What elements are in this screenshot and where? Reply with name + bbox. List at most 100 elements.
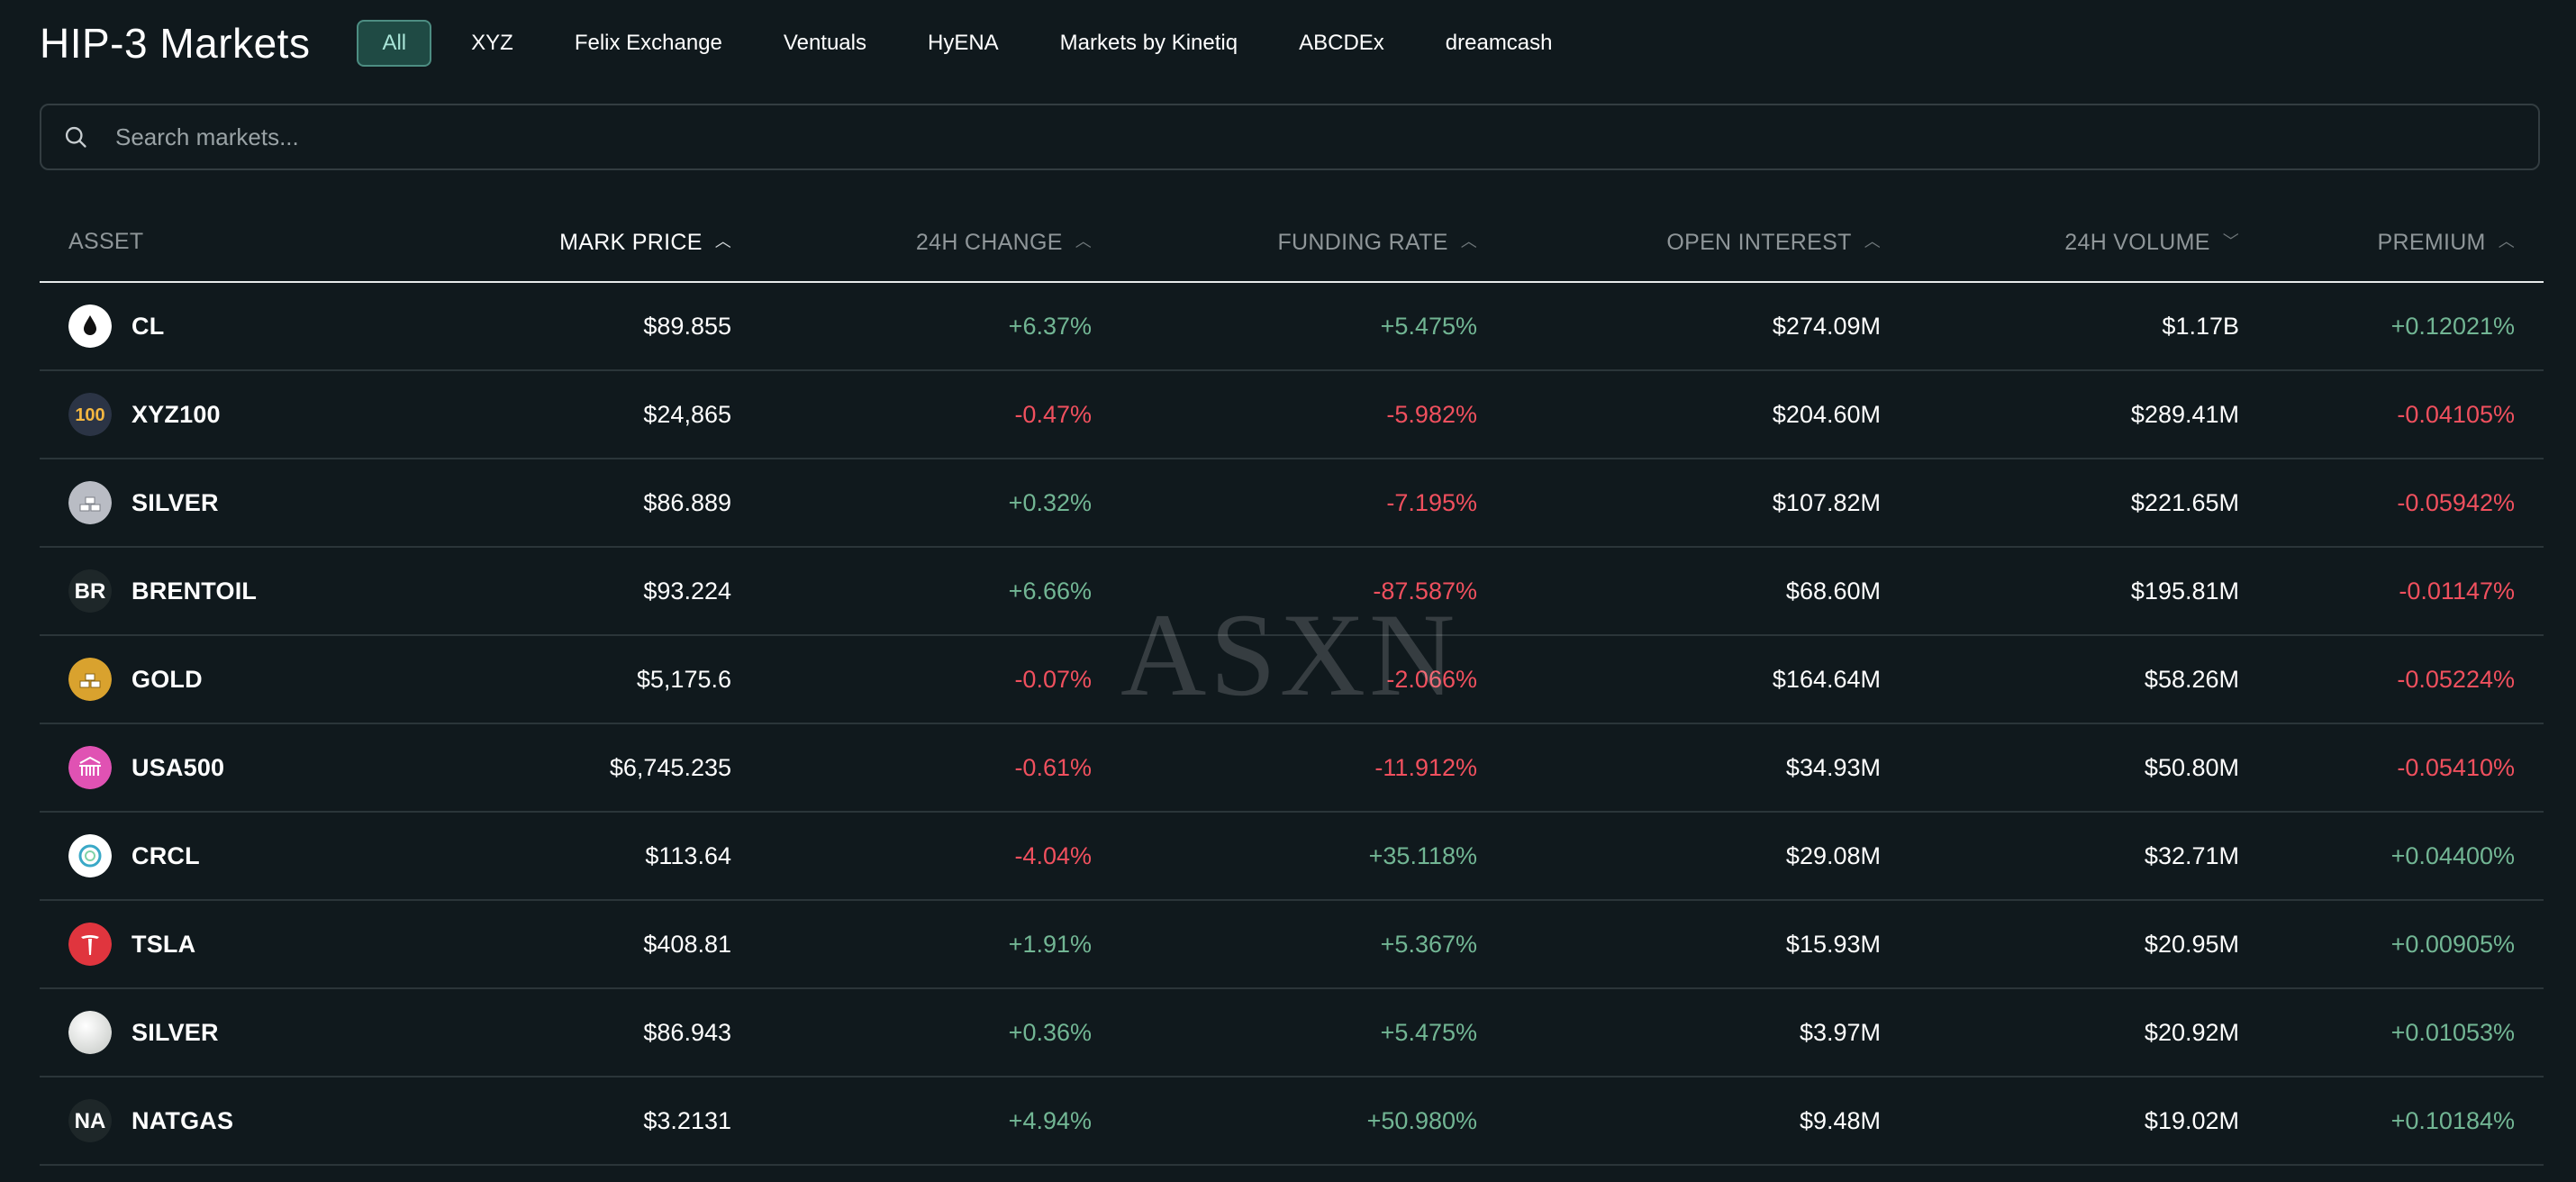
asset-cell: CRCL [68, 813, 200, 899]
open-interest-cell: $34.93M [1785, 754, 1881, 781]
asset-icon-text: NA [75, 1109, 106, 1133]
market-filter-tabs: All XYZ Felix Exchange Ventuals HyENA Ma… [357, 20, 1583, 67]
change-24h-cell: -0.07% [1014, 666, 1092, 693]
column-header-premium[interactable]: PREMIUM ︿ [2378, 207, 2515, 281]
asset-icon-text: 100 [75, 405, 104, 425]
open-interest-cell: $164.64M [1772, 666, 1881, 693]
table-row[interactable]: CL $89.855 +6.37% +5.475% $274.09M $1.17B +0.1… [40, 283, 2544, 371]
open-interest-cell: $274.09M [1772, 313, 1881, 340]
premium-cell: +0.12021% [2390, 313, 2515, 340]
premium-cell: -0.05224% [2397, 666, 2515, 693]
asset-cell: SILVER [68, 989, 219, 1076]
asset-name: BRENTOIL [132, 577, 258, 605]
open-interest-cell: $68.60M [1785, 577, 1881, 605]
markets-table: ASSET MARK PRICE ︿ 24H CHANGE ︿ FUNDING RA… [40, 207, 2544, 1166]
asset-cell: SILVER [68, 459, 219, 546]
mark-price-cell: $3.2131 [643, 1107, 731, 1134]
asset-name: NATGAS [132, 1107, 234, 1134]
filter-tab-abcdex[interactable]: ABCDEx [1299, 31, 1384, 55]
table-row[interactable]: CRCL $113.64 -4.04% +35.118% $29.08M $32.71M +… [40, 813, 2544, 901]
filter-tab-xyz[interactable]: XYZ [471, 31, 513, 55]
premium-cell: +0.00905% [2390, 931, 2515, 958]
filter-tab-ventuals[interactable]: Ventuals [783, 31, 866, 55]
change-24h-cell: +0.32% [1008, 489, 1092, 516]
crcl-icon [68, 834, 112, 877]
column-header-label: MARK PRICE [559, 230, 703, 255]
silver-bars-icon [68, 481, 112, 524]
table-row[interactable]: TSLA $408.81 +1.91% +5.367% $15.93M $20.95M +0… [40, 901, 2544, 989]
premium-cell: -0.01147% [2399, 577, 2515, 605]
table-row[interactable]: USA500 $6,745.235 -0.61% -11.912% $34.93M $50… [40, 724, 2544, 813]
filter-tab-felix-exchange[interactable]: Felix Exchange [574, 31, 722, 55]
volume-24h-cell: $19.02M [2144, 1107, 2239, 1134]
volume-24h-cell: $58.26M [2144, 666, 2239, 693]
column-header-asset[interactable]: ASSET [68, 207, 143, 281]
mark-price-cell: $86.943 [643, 1019, 731, 1046]
asset-name: USA500 [132, 754, 225, 781]
funding-rate-cell: -87.587% [1373, 577, 1477, 605]
column-header-open-interest[interactable]: OPEN INTEREST ︿ [1666, 207, 1881, 281]
volume-24h-cell: $1.17B [2162, 313, 2239, 340]
premium-cell: -0.05942% [2397, 489, 2515, 516]
mark-price-cell: $24,865 [643, 401, 731, 428]
column-header-funding-rate[interactable]: FUNDING RATE ︿ [1277, 207, 1477, 281]
open-interest-cell: $15.93M [1785, 931, 1881, 958]
table-row[interactable]: SILVER $86.889 +0.32% -7.195% $107.82M $221.6… [40, 459, 2544, 548]
funding-rate-cell: -7.195% [1386, 489, 1477, 516]
asset-cell: USA500 [68, 724, 224, 811]
volume-24h-cell: $195.81M [2130, 577, 2239, 605]
column-header-24h-volume[interactable]: 24H VOLUME ﹀ [2064, 207, 2239, 281]
sort-arrow-down-icon: ﹀ [2222, 232, 2239, 250]
change-24h-cell: -4.04% [1014, 842, 1092, 869]
table-row[interactable]: SILVER $86.943 +0.36% +5.475% $3.97M $20.92M +… [40, 989, 2544, 1077]
filter-tab-all[interactable]: All [357, 20, 432, 67]
asset-name: SILVER [132, 1019, 219, 1046]
xyz100-icon: 100 [68, 393, 112, 436]
asset-name: CRCL [132, 842, 200, 869]
asset-name: CL [132, 313, 165, 340]
column-header-24h-change[interactable]: 24H CHANGE ︿ [916, 207, 1092, 281]
change-24h-cell: +6.66% [1008, 577, 1092, 605]
table-row[interactable]: NA NATGAS $3.2131 +4.94% +50.980% $9.48M $19.0… [40, 1077, 2544, 1166]
table-row[interactable]: BR BRENTOIL $93.224 +6.66% -87.587% $68.60M $1… [40, 548, 2544, 636]
filter-tab-markets-by-kinetiq[interactable]: Markets by Kinetiq [1059, 31, 1238, 55]
search-bar [40, 104, 2540, 170]
change-24h-cell: +1.91% [1008, 931, 1092, 958]
mark-price-cell: $86.889 [643, 489, 731, 516]
table-header: ASSET MARK PRICE ︿ 24H CHANGE ︿ FUNDING RA… [40, 207, 2544, 283]
column-header-label: FUNDING RATE [1277, 230, 1448, 255]
premium-cell: +0.04400% [2390, 842, 2515, 869]
open-interest-cell: $9.48M [1799, 1107, 1881, 1134]
asset-name: XYZ100 [132, 401, 221, 428]
page-header: HIP-3 Markets All XYZ Felix Exchange Ven… [40, 18, 1583, 68]
table-row[interactable]: 100 XYZ100 $24,865 -0.47% -5.982% $204.60M $28… [40, 371, 2544, 459]
premium-cell: +0.01053% [2390, 1019, 2515, 1046]
open-interest-cell: $29.08M [1785, 842, 1881, 869]
mark-price-cell: $89.855 [643, 313, 731, 340]
asset-cell: GOLD [68, 636, 203, 723]
search-input[interactable] [113, 109, 2538, 165]
tesla-icon [68, 923, 112, 966]
asset-icon-text: BR [75, 579, 106, 604]
asset-cell: NA NATGAS [68, 1077, 233, 1164]
page-title: HIP-3 Markets [40, 20, 311, 67]
change-24h-cell: -0.47% [1014, 401, 1092, 428]
column-header-mark-price[interactable]: MARK PRICE ︿ [559, 207, 731, 281]
silver-coin-icon [68, 1011, 112, 1054]
open-interest-cell: $204.60M [1772, 401, 1881, 428]
asset-cell: CL [68, 283, 164, 369]
filter-tab-dreamcash[interactable]: dreamcash [1445, 31, 1553, 55]
volume-24h-cell: $50.80M [2144, 754, 2239, 781]
sort-arrow-up-icon: ︿ [1460, 232, 1477, 250]
funding-rate-cell: -5.982% [1386, 401, 1477, 428]
sort-arrow-up-icon: ︿ [2498, 232, 2515, 250]
column-header-label: 24H VOLUME [2064, 230, 2210, 255]
volume-24h-cell: $289.41M [2130, 401, 2239, 428]
brentoil-icon: BR [68, 569, 112, 613]
table-row[interactable]: GOLD $5,175.6 -0.07% -2.066% $164.64M $58.26M… [40, 636, 2544, 724]
change-24h-cell: +0.36% [1008, 1019, 1092, 1046]
change-24h-cell: -0.61% [1014, 754, 1092, 781]
filter-tab-hyena[interactable]: HyENA [927, 31, 999, 55]
funding-rate-cell: +50.980% [1366, 1107, 1477, 1134]
gold-bars-icon [68, 658, 112, 701]
